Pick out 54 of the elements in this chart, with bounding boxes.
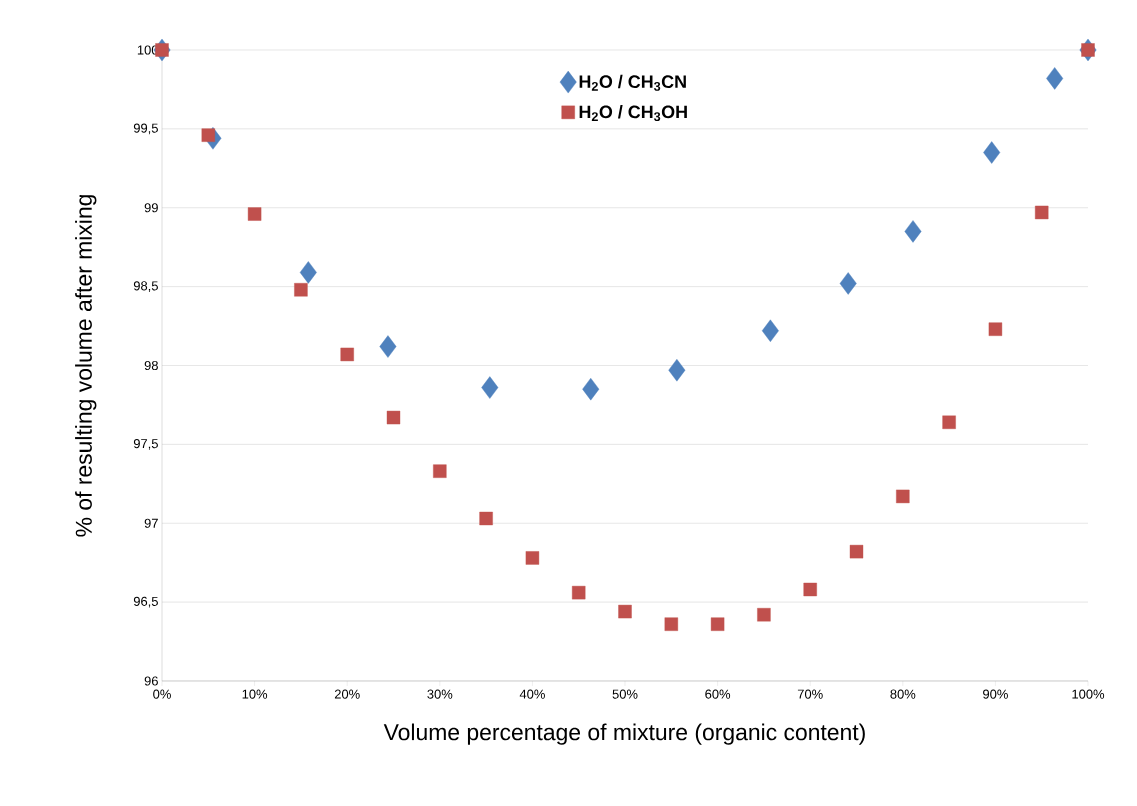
y-tick-label: 97 <box>144 518 158 528</box>
x-axis-title: Volume percentage of mixture (organic content) <box>383 723 865 745</box>
point <box>710 617 725 631</box>
y-tick-label: 98 <box>144 360 158 371</box>
point <box>386 410 401 425</box>
x-tick-label: 90% <box>983 689 1008 699</box>
point <box>1081 43 1095 57</box>
point <box>904 220 922 243</box>
point <box>481 376 499 399</box>
point <box>299 261 317 284</box>
point <box>294 283 308 297</box>
y-tick-label: 99,5 <box>133 123 158 135</box>
point <box>433 464 447 478</box>
point <box>896 489 910 504</box>
point <box>757 608 771 622</box>
point <box>839 272 857 295</box>
y-tick-label: 99 <box>144 203 158 213</box>
point <box>479 511 493 526</box>
y-tick-label: 98,5 <box>133 281 158 292</box>
legend-label: H$_{2}$O / CH$_{3}$OH <box>579 105 687 122</box>
point <box>668 359 686 382</box>
y-tick-label: 97,5 <box>133 439 158 450</box>
point <box>664 617 679 631</box>
legend-label: H$_{2}$O / CH$_{3}$CN <box>579 74 686 91</box>
x-tick-label: 100% <box>1072 689 1105 699</box>
point <box>618 604 632 619</box>
point <box>761 319 779 342</box>
point <box>379 335 397 358</box>
point <box>340 347 354 362</box>
y-tick-label: 96 <box>144 676 158 686</box>
point <box>1035 205 1049 220</box>
x-tick-label: 80% <box>890 689 916 699</box>
point <box>988 322 1003 336</box>
point <box>803 582 817 597</box>
point <box>582 377 600 401</box>
point <box>247 207 262 221</box>
x-tick-label: 0% <box>153 689 171 699</box>
point <box>849 544 864 559</box>
point <box>201 128 216 142</box>
y-tick-label: 96,5 <box>133 596 158 608</box>
x-tick-label: 70% <box>797 689 823 699</box>
y-axis-title: % of resulting volume after mixing <box>75 195 97 537</box>
point <box>983 141 1001 164</box>
point <box>525 551 540 565</box>
point <box>572 585 586 600</box>
x-tick-label: 60% <box>705 689 731 699</box>
x-tick-label: 30% <box>427 689 453 699</box>
point <box>1046 67 1064 90</box>
point <box>942 415 956 429</box>
x-tick-label: 20% <box>334 689 360 699</box>
x-tick-label: 10% <box>242 689 268 699</box>
x-tick-label: 50% <box>612 689 638 699</box>
point <box>155 43 169 57</box>
x-tick-label: 40% <box>519 689 545 699</box>
